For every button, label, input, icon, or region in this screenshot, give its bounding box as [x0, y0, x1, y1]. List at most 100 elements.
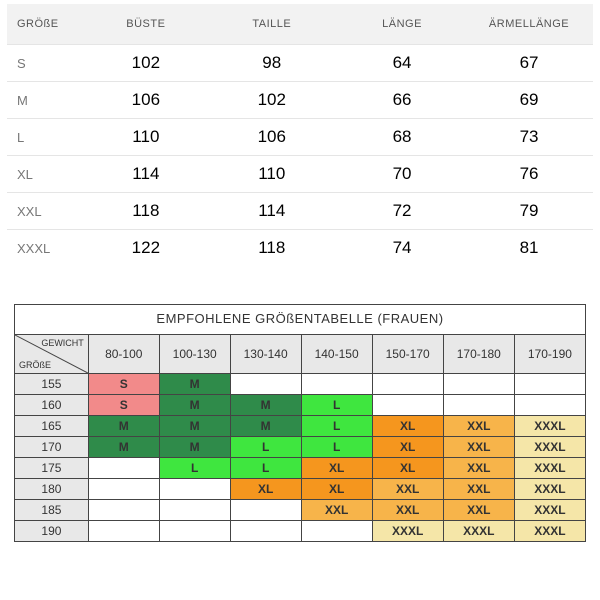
size-recommendation-cell: L: [159, 458, 230, 479]
weight-header: 100-130: [159, 335, 230, 374]
size-recommendation-cell: XXXL: [514, 458, 585, 479]
recommendation-title: EMPFOHLENE GRÖßENTABELLE (FRAUEN): [15, 305, 586, 335]
weight-header: 150-170: [372, 335, 443, 374]
value-cell: 79: [465, 193, 593, 230]
height-header: 170: [15, 437, 89, 458]
table-row: 175LLXLXLXXLXXXL: [15, 458, 586, 479]
value-cell: 66: [339, 82, 465, 119]
size-recommendation-cell: XXL: [372, 500, 443, 521]
size-recommendation-cell: XL: [372, 437, 443, 458]
col-length: LÄNGE: [339, 4, 465, 45]
height-header: 155: [15, 374, 89, 395]
size-recommendation-cell: [159, 479, 230, 500]
size-recommendation-cell: XXL: [443, 416, 514, 437]
size-recommendation-cell: XXXL: [372, 521, 443, 542]
size-recommendation-cell: XXL: [443, 500, 514, 521]
value-cell: 102: [87, 45, 204, 82]
value-cell: 70: [339, 156, 465, 193]
size-recommendation-cell: [88, 479, 159, 500]
height-header: 180: [15, 479, 89, 500]
size-recommendation-cell: XXL: [372, 479, 443, 500]
table-row: L1101066873: [7, 119, 593, 156]
table-row: 170MMLLXLXXLXXXL: [15, 437, 586, 458]
measurements-table: GRÖßE BÜSTE TAILLE LÄNGE ÄRMELLÄNGE S102…: [7, 4, 593, 266]
height-label: GRÖßE: [19, 360, 51, 370]
size-recommendation-cell: XL: [372, 416, 443, 437]
value-cell: 118: [204, 230, 339, 267]
col-bust: BÜSTE: [87, 4, 204, 45]
table-row: 190XXXLXXXLXXXL: [15, 521, 586, 542]
size-recommendation-cell: XXXL: [514, 479, 585, 500]
table-row: 155SM: [15, 374, 586, 395]
value-cell: 64: [339, 45, 465, 82]
value-cell: 81: [465, 230, 593, 267]
height-header: 165: [15, 416, 89, 437]
table-row: M1061026669: [7, 82, 593, 119]
size-recommendation-cell: M: [159, 437, 230, 458]
table-row: XL1141107076: [7, 156, 593, 193]
recommendation-table: EMPFOHLENE GRÖßENTABELLE (FRAUEN) GEWICH…: [14, 304, 586, 542]
size-recommendation-cell: XXL: [301, 500, 372, 521]
size-recommendation-cell: [443, 395, 514, 416]
value-cell: 102: [204, 82, 339, 119]
value-cell: 72: [339, 193, 465, 230]
size-recommendation-cell: XXXL: [514, 521, 585, 542]
value-cell: 114: [87, 156, 204, 193]
size-recommendation-cell: XL: [230, 479, 301, 500]
size-cell: XXL: [7, 193, 87, 230]
weight-header: 80-100: [88, 335, 159, 374]
size-recommendation-cell: [88, 500, 159, 521]
size-cell: L: [7, 119, 87, 156]
size-recommendation-cell: M: [159, 416, 230, 437]
size-recommendation-cell: [159, 521, 230, 542]
weight-header: 170-190: [514, 335, 585, 374]
size-cell: M: [7, 82, 87, 119]
size-recommendation-cell: M: [88, 416, 159, 437]
size-recommendation-cell: M: [159, 374, 230, 395]
size-recommendation-cell: M: [230, 395, 301, 416]
value-cell: 106: [87, 82, 204, 119]
size-recommendation-cell: [372, 374, 443, 395]
value-cell: 68: [339, 119, 465, 156]
table-row: XXL1181147279: [7, 193, 593, 230]
size-recommendation-cell: XL: [301, 458, 372, 479]
size-recommendation-cell: XXXL: [514, 416, 585, 437]
diagonal-header: GEWICHT GRÖßE: [15, 335, 89, 374]
size-recommendation-cell: [301, 374, 372, 395]
size-recommendation-cell: [88, 458, 159, 479]
size-cell: S: [7, 45, 87, 82]
size-recommendation-cell: [301, 521, 372, 542]
size-recommendation-cell: M: [159, 395, 230, 416]
size-recommendation-cell: L: [301, 416, 372, 437]
value-cell: 110: [204, 156, 339, 193]
table-row: XXXL1221187481: [7, 230, 593, 267]
height-header: 175: [15, 458, 89, 479]
weight-header: 170-180: [443, 335, 514, 374]
size-recommendation-cell: M: [88, 437, 159, 458]
value-cell: 110: [87, 119, 204, 156]
size-recommendation-cell: XL: [372, 458, 443, 479]
size-recommendation-cell: XXL: [443, 437, 514, 458]
weight-label: GEWICHT: [41, 338, 84, 348]
table-row: 185XXLXXLXXLXXXL: [15, 500, 586, 521]
table-header-row: GRÖßE BÜSTE TAILLE LÄNGE ÄRMELLÄNGE: [7, 4, 593, 45]
col-sleeve: ÄRMELLÄNGE: [465, 4, 593, 45]
weight-header: 140-150: [301, 335, 372, 374]
table-row: S102986467: [7, 45, 593, 82]
size-recommendation-cell: S: [88, 395, 159, 416]
size-recommendation-cell: L: [230, 437, 301, 458]
size-recommendation-cell: S: [88, 374, 159, 395]
size-recommendation-cell: L: [301, 395, 372, 416]
table-row: 165MMMLXLXXLXXXL: [15, 416, 586, 437]
size-recommendation-cell: XXL: [443, 479, 514, 500]
table-row: 180XLXLXXLXXLXXXL: [15, 479, 586, 500]
height-header: 185: [15, 500, 89, 521]
size-recommendation-cell: [230, 374, 301, 395]
size-recommendation-cell: [159, 500, 230, 521]
size-recommendation-cell: L: [230, 458, 301, 479]
value-cell: 106: [204, 119, 339, 156]
size-recommendation-cell: XXXL: [514, 437, 585, 458]
col-waist: TAILLE: [204, 4, 339, 45]
col-size: GRÖßE: [7, 4, 87, 45]
size-recommendation-cell: [514, 374, 585, 395]
